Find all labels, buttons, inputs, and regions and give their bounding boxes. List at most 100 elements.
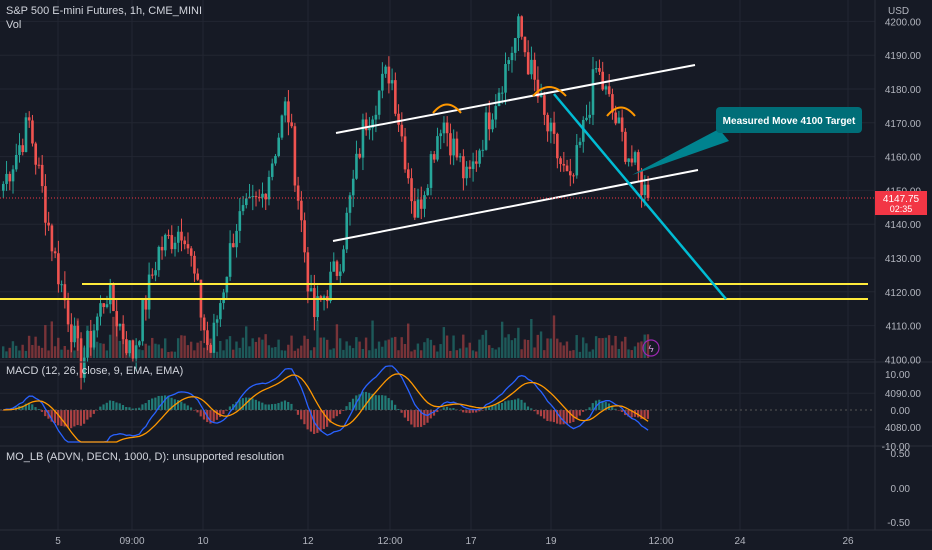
time-axis[interactable]: 5 09:00 10 12 12:00 17 19 12:00 24 26 bbox=[55, 536, 854, 547]
candle-body bbox=[73, 325, 76, 343]
candle-body bbox=[432, 154, 436, 160]
candle-body bbox=[348, 195, 352, 213]
macd-label[interactable]: MACD (12, 26, close, 9, EMA, EMA) bbox=[6, 365, 183, 377]
candle-body bbox=[400, 124, 404, 137]
macd-hist-bar bbox=[617, 410, 620, 411]
candle-body bbox=[264, 193, 268, 200]
chart-title[interactable]: S&P 500 E-mini Futures, 1h, CME_MINI bbox=[6, 5, 202, 17]
volume-bar bbox=[416, 343, 420, 358]
volume-bar bbox=[196, 342, 199, 358]
macd-hist-bar bbox=[377, 395, 381, 410]
volume-bar bbox=[478, 339, 481, 358]
volume-bar bbox=[604, 337, 608, 358]
top-arc-middle[interactable] bbox=[532, 86, 567, 97]
volume-bar bbox=[261, 339, 264, 358]
macd-hist-bar bbox=[95, 410, 99, 411]
candle-body bbox=[309, 288, 313, 292]
macd-axis[interactable]: 10.00 0.00 -10.00 bbox=[882, 370, 911, 453]
macd-hist-bar bbox=[517, 398, 520, 410]
macd-hist-bar bbox=[468, 410, 471, 414]
volume-bar bbox=[646, 334, 650, 358]
volume-bar bbox=[303, 335, 306, 358]
volume-bar bbox=[313, 347, 316, 358]
candle-body bbox=[484, 112, 488, 150]
macd-hist-bar bbox=[533, 410, 536, 412]
top-arc-right[interactable] bbox=[606, 106, 636, 117]
measured-move-line[interactable] bbox=[553, 93, 727, 300]
currency-label[interactable]: USD bbox=[888, 6, 909, 17]
candle-body bbox=[27, 117, 31, 121]
candle-body bbox=[209, 344, 212, 353]
macd-hist-bar bbox=[287, 401, 290, 410]
channel-lower-line[interactable] bbox=[332, 169, 699, 242]
candle-body bbox=[306, 252, 310, 292]
macd-hist-bar bbox=[536, 410, 539, 415]
candle-body bbox=[102, 303, 106, 308]
molb-axis[interactable]: 0.50 0.00 -0.50 bbox=[887, 449, 910, 529]
candle-body bbox=[313, 288, 316, 318]
macd-hist-bar bbox=[254, 399, 257, 410]
candle-body bbox=[345, 212, 349, 250]
macd-hist-bar bbox=[241, 398, 244, 410]
candle-body bbox=[355, 153, 358, 179]
candle-body bbox=[131, 340, 135, 359]
molb-label[interactable]: MO_LB (ADVN, DECN, 1000, D): unsupported… bbox=[6, 451, 284, 463]
candle-body bbox=[222, 292, 225, 304]
candle-body bbox=[471, 161, 475, 169]
candle-body bbox=[193, 255, 196, 274]
volume-bar bbox=[170, 351, 173, 358]
candle-body bbox=[549, 122, 553, 132]
candle-body bbox=[112, 284, 115, 312]
macd-hist-bar bbox=[342, 410, 345, 411]
volume-bar bbox=[27, 335, 31, 358]
candle-body bbox=[465, 166, 468, 179]
macd-hist-bar bbox=[199, 410, 202, 417]
candle-body bbox=[21, 145, 25, 153]
volume-bar bbox=[141, 350, 144, 358]
candle-body bbox=[381, 73, 384, 91]
candle-body bbox=[630, 158, 634, 163]
channel-upper-line[interactable] bbox=[335, 64, 696, 134]
volume-bar bbox=[585, 343, 588, 358]
macd-hist-bar bbox=[345, 406, 348, 410]
macd-hist-bar bbox=[556, 410, 559, 424]
vol-label[interactable]: Vol bbox=[6, 19, 21, 31]
macd-hist-bar bbox=[257, 401, 261, 410]
candle-body bbox=[585, 117, 588, 120]
volume-bar bbox=[436, 351, 439, 358]
time-tick-label: 19 bbox=[545, 536, 557, 547]
macd-hist-bar bbox=[390, 400, 393, 410]
volume-bar bbox=[319, 337, 322, 358]
volume-bar bbox=[481, 334, 484, 358]
macd-hist-bar bbox=[539, 410, 543, 417]
candle-body bbox=[277, 137, 280, 156]
macd-hist-bar bbox=[504, 401, 507, 410]
macd-hist-bar bbox=[507, 400, 510, 410]
top-arc-left[interactable] bbox=[432, 103, 462, 114]
candle-body bbox=[60, 284, 63, 286]
volume-bar bbox=[556, 338, 559, 358]
candle-body bbox=[462, 156, 465, 179]
candle-body bbox=[500, 92, 504, 94]
macd-hist-bar bbox=[488, 406, 491, 410]
volume-bar bbox=[517, 327, 520, 358]
candle-body bbox=[520, 16, 523, 37]
volume-bar bbox=[225, 339, 228, 358]
candle-body bbox=[115, 311, 118, 327]
lightning-icon[interactable] bbox=[642, 339, 660, 357]
macd-hist-bar bbox=[419, 410, 423, 427]
candle-body bbox=[70, 324, 73, 343]
callout-box[interactable] bbox=[716, 107, 862, 133]
volume-bar bbox=[300, 345, 303, 358]
volume-bar bbox=[8, 347, 11, 358]
macd-hist-bar bbox=[478, 410, 481, 412]
candle-body bbox=[180, 231, 183, 241]
macd-hist-bar bbox=[429, 410, 432, 419]
volume-bar bbox=[248, 346, 251, 358]
candle-body bbox=[436, 136, 439, 160]
volume-bar bbox=[283, 350, 287, 358]
candle-body bbox=[235, 230, 238, 248]
volume-bar bbox=[154, 343, 157, 358]
volume-bar bbox=[326, 339, 329, 358]
